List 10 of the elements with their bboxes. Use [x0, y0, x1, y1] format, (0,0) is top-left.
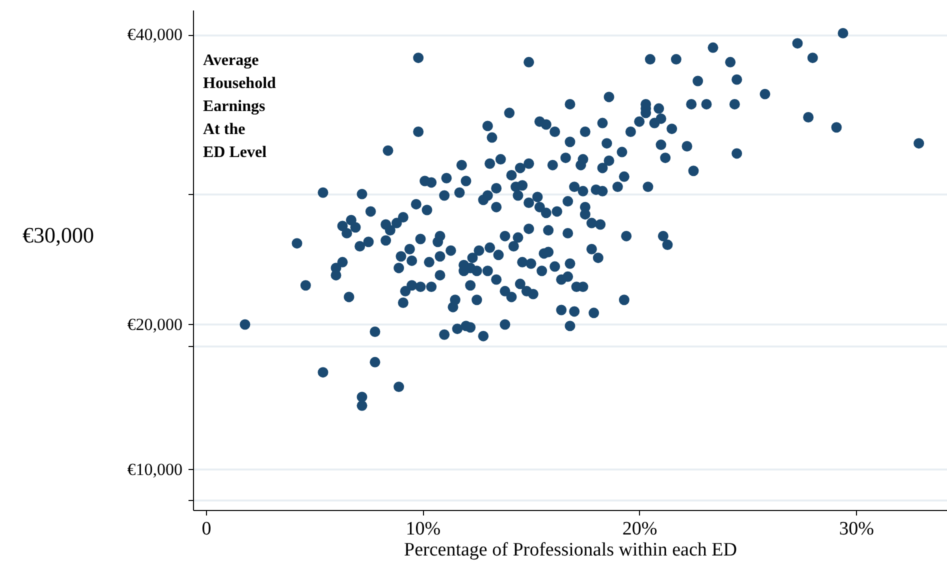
y-axis-title: €30,000 — [22, 222, 94, 248]
x-tick-label: 30% — [839, 518, 874, 540]
x-tick-label: 20% — [622, 518, 658, 540]
x-tick-label: 10% — [406, 518, 441, 540]
annotation: Average Household Earnings At the ED Level — [203, 52, 276, 161]
y-tick-label: €40,000 — [127, 25, 182, 44]
y-tick-label: €10,000 — [127, 460, 182, 479]
y-tick-label: €20,000 — [127, 314, 182, 334]
x-tick-label: 0 — [202, 518, 212, 540]
x-axis-title: Percentage of Professionals within each ED — [404, 540, 737, 560]
